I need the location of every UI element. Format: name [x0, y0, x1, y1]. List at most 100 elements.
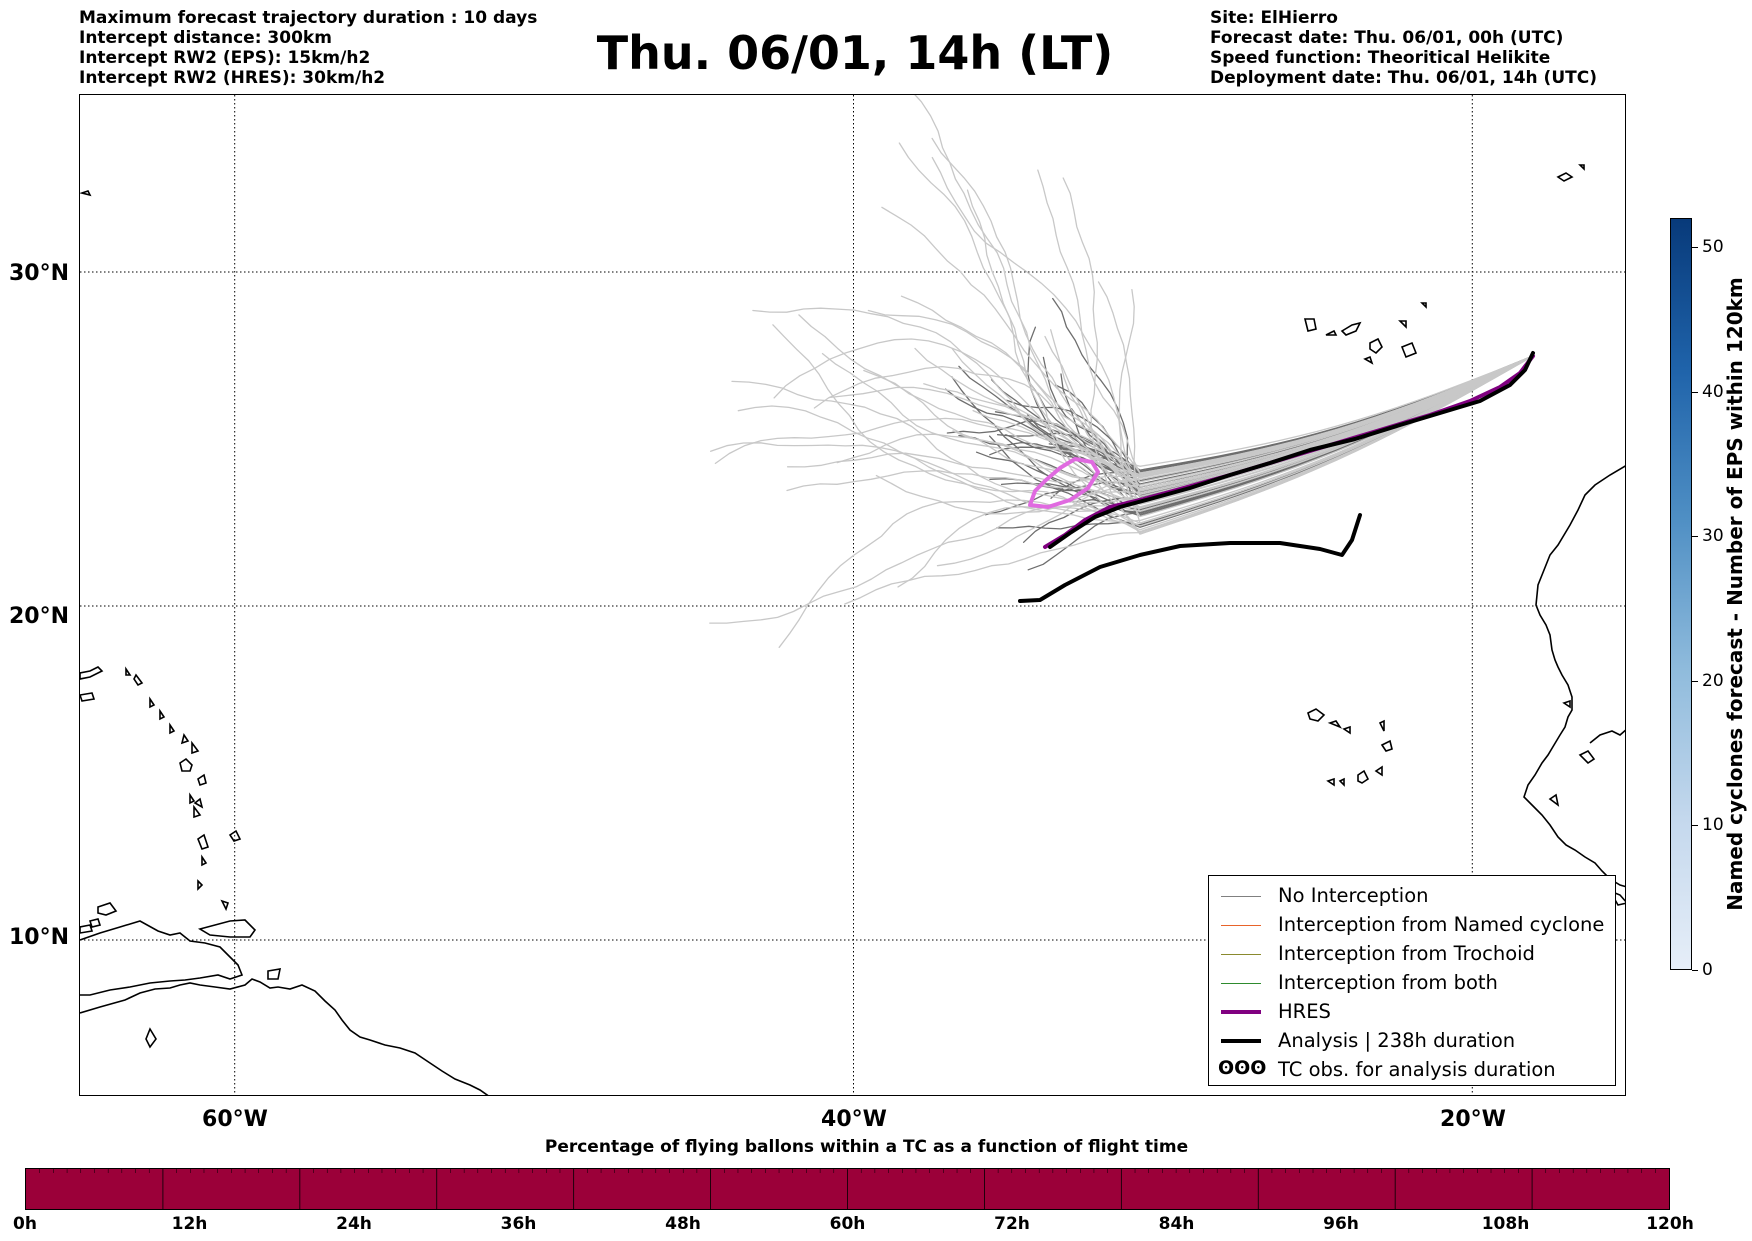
eps-trajectory [752, 307, 1534, 535]
island [80, 666, 104, 680]
island [193, 804, 202, 819]
eps-trajectory [828, 355, 1534, 488]
colorbar-bottom-tick-label: 120h [1646, 1214, 1694, 1234]
island [220, 899, 230, 912]
island [159, 708, 166, 721]
colorbar-right-tick [1692, 536, 1698, 538]
map-legend: No Interception Interception from Named … [1208, 875, 1616, 1086]
island [88, 918, 102, 928]
eps-trajectory [710, 355, 1534, 509]
island [189, 792, 196, 805]
colorbar-bottom-tick-label: 96h [1323, 1214, 1359, 1234]
island [179, 757, 193, 772]
island-madeira [1578, 164, 1585, 171]
legend-item-named-cyclone: Interception from Named cyclone [1215, 911, 1615, 940]
coastline-paria [197, 919, 257, 938]
island [80, 692, 96, 702]
colorbar-bottom-fill [26, 1169, 1669, 1209]
coastline-africa-detail [1578, 749, 1596, 765]
island-canary [1369, 337, 1383, 355]
header-line: Speed function: Theoritical Helikite [1210, 48, 1551, 68]
legend-line-gray [1221, 896, 1261, 897]
latitude-label-10: 10°N [9, 925, 70, 950]
legend-label: Interception from Trochoid [1278, 942, 1535, 965]
island [180, 733, 190, 745]
header-line: Intercept RW2 (HRES): 30km/h2 [79, 68, 386, 88]
coastline-south-america [80, 978, 489, 1095]
coastlines [80, 164, 1625, 1095]
eps-trajectory [709, 355, 1534, 624]
coastline-africa-detail [1562, 699, 1571, 709]
analysis-trajectory [1048, 351, 1535, 549]
coastline-venezuela-north [80, 920, 244, 996]
island [197, 879, 204, 891]
header-info-left: Maximum forecast trajectory duration : 1… [79, 8, 537, 88]
colorbar-right-tick-label: 20 [1702, 670, 1724, 691]
island [197, 773, 207, 787]
coastline-africa-detail [1589, 729, 1625, 744]
header-line: Forecast date: Thu. 06/01, 00h (UTC) [1210, 28, 1564, 48]
colorbar-bottom-tick-label: 108h [1481, 1214, 1530, 1234]
page-title: Thu. 06/01, 14h (LT) [596, 26, 1114, 80]
colorbar-right-tick-label: 10 [1702, 815, 1724, 836]
colorbar-right-tick [1692, 970, 1698, 971]
legend-item-trochoid: Interception from Trochoid [1215, 940, 1615, 969]
colorbar-right-tick [1692, 825, 1698, 827]
colorbar-right-tick-label: 0 [1702, 960, 1713, 980]
hres-initial-contour [1028, 457, 1100, 509]
legend-item-tc-obs: ʘʘʘ TC obs. for analysis duration [1215, 1056, 1615, 1085]
island-canary [1340, 321, 1362, 336]
legend-item-both: Interception from both [1215, 969, 1615, 998]
eps-trajectory [931, 156, 1534, 496]
island-cape-verde [1307, 708, 1326, 722]
eps-trajectory [952, 355, 1534, 508]
header-line: Deployment date: Thu. 06/01, 14h (UTC) [1210, 68, 1597, 88]
island-cape-verde [1374, 765, 1383, 777]
latitude-label-20: 20°N [9, 604, 70, 629]
longitude-label-20w: 20°W [1440, 1107, 1506, 1132]
colorbar-bottom-tick-label: 48h [665, 1214, 701, 1234]
legend-label: TC obs. for analysis duration [1278, 1058, 1556, 1081]
island [193, 797, 204, 809]
island [133, 673, 144, 687]
map-canvas [80, 95, 1625, 1095]
eps-trajectory [863, 355, 1534, 492]
island [191, 740, 200, 755]
header-line: Site: ElHierro [1210, 8, 1338, 28]
coastline-africa [1523, 465, 1625, 888]
analysis-trajectory [1018, 513, 1362, 603]
island [80, 924, 94, 934]
island [149, 696, 156, 709]
colorbar-right-tick [1692, 391, 1698, 393]
colorbar-bottom-tick-label: 0h [13, 1214, 37, 1234]
island-cape-verde [1326, 777, 1335, 787]
island-cape-verde [1380, 739, 1393, 752]
eps-trajectory [914, 95, 1534, 467]
legend-line-green [1221, 983, 1261, 984]
eps-trajectories [709, 95, 1534, 648]
map-panel [79, 94, 1626, 1096]
coastline-trinidad [267, 968, 282, 980]
colorbar-right-label: Named cyclones forecast - Number of EPS … [1723, 277, 1747, 911]
island-canary [1420, 302, 1427, 309]
island [125, 666, 132, 676]
main-trajectories [1018, 351, 1535, 603]
island [80, 190, 92, 197]
coastline-africa-detail [1548, 793, 1560, 807]
island [97, 902, 118, 916]
colorbar-named-cyclones [1670, 218, 1692, 970]
longitude-label-40w: 40°W [821, 1107, 887, 1132]
colorbar-flight-time [25, 1168, 1670, 1210]
longitude-label-60w: 60°W [202, 1107, 268, 1132]
colorbar-bottom-tick-label: 60h [829, 1214, 866, 1234]
legend-line-black [1221, 1039, 1261, 1043]
colorbar-right-tick-label: 30 [1702, 526, 1724, 547]
island [197, 833, 210, 850]
legend-line-olive [1221, 954, 1261, 955]
island [201, 854, 208, 867]
island [169, 722, 176, 735]
eps-trajectory [897, 355, 1534, 588]
island-cape-verde [1338, 777, 1345, 787]
header-line: Intercept distance: 300km [79, 28, 332, 48]
eps-trajectory [813, 355, 1534, 483]
